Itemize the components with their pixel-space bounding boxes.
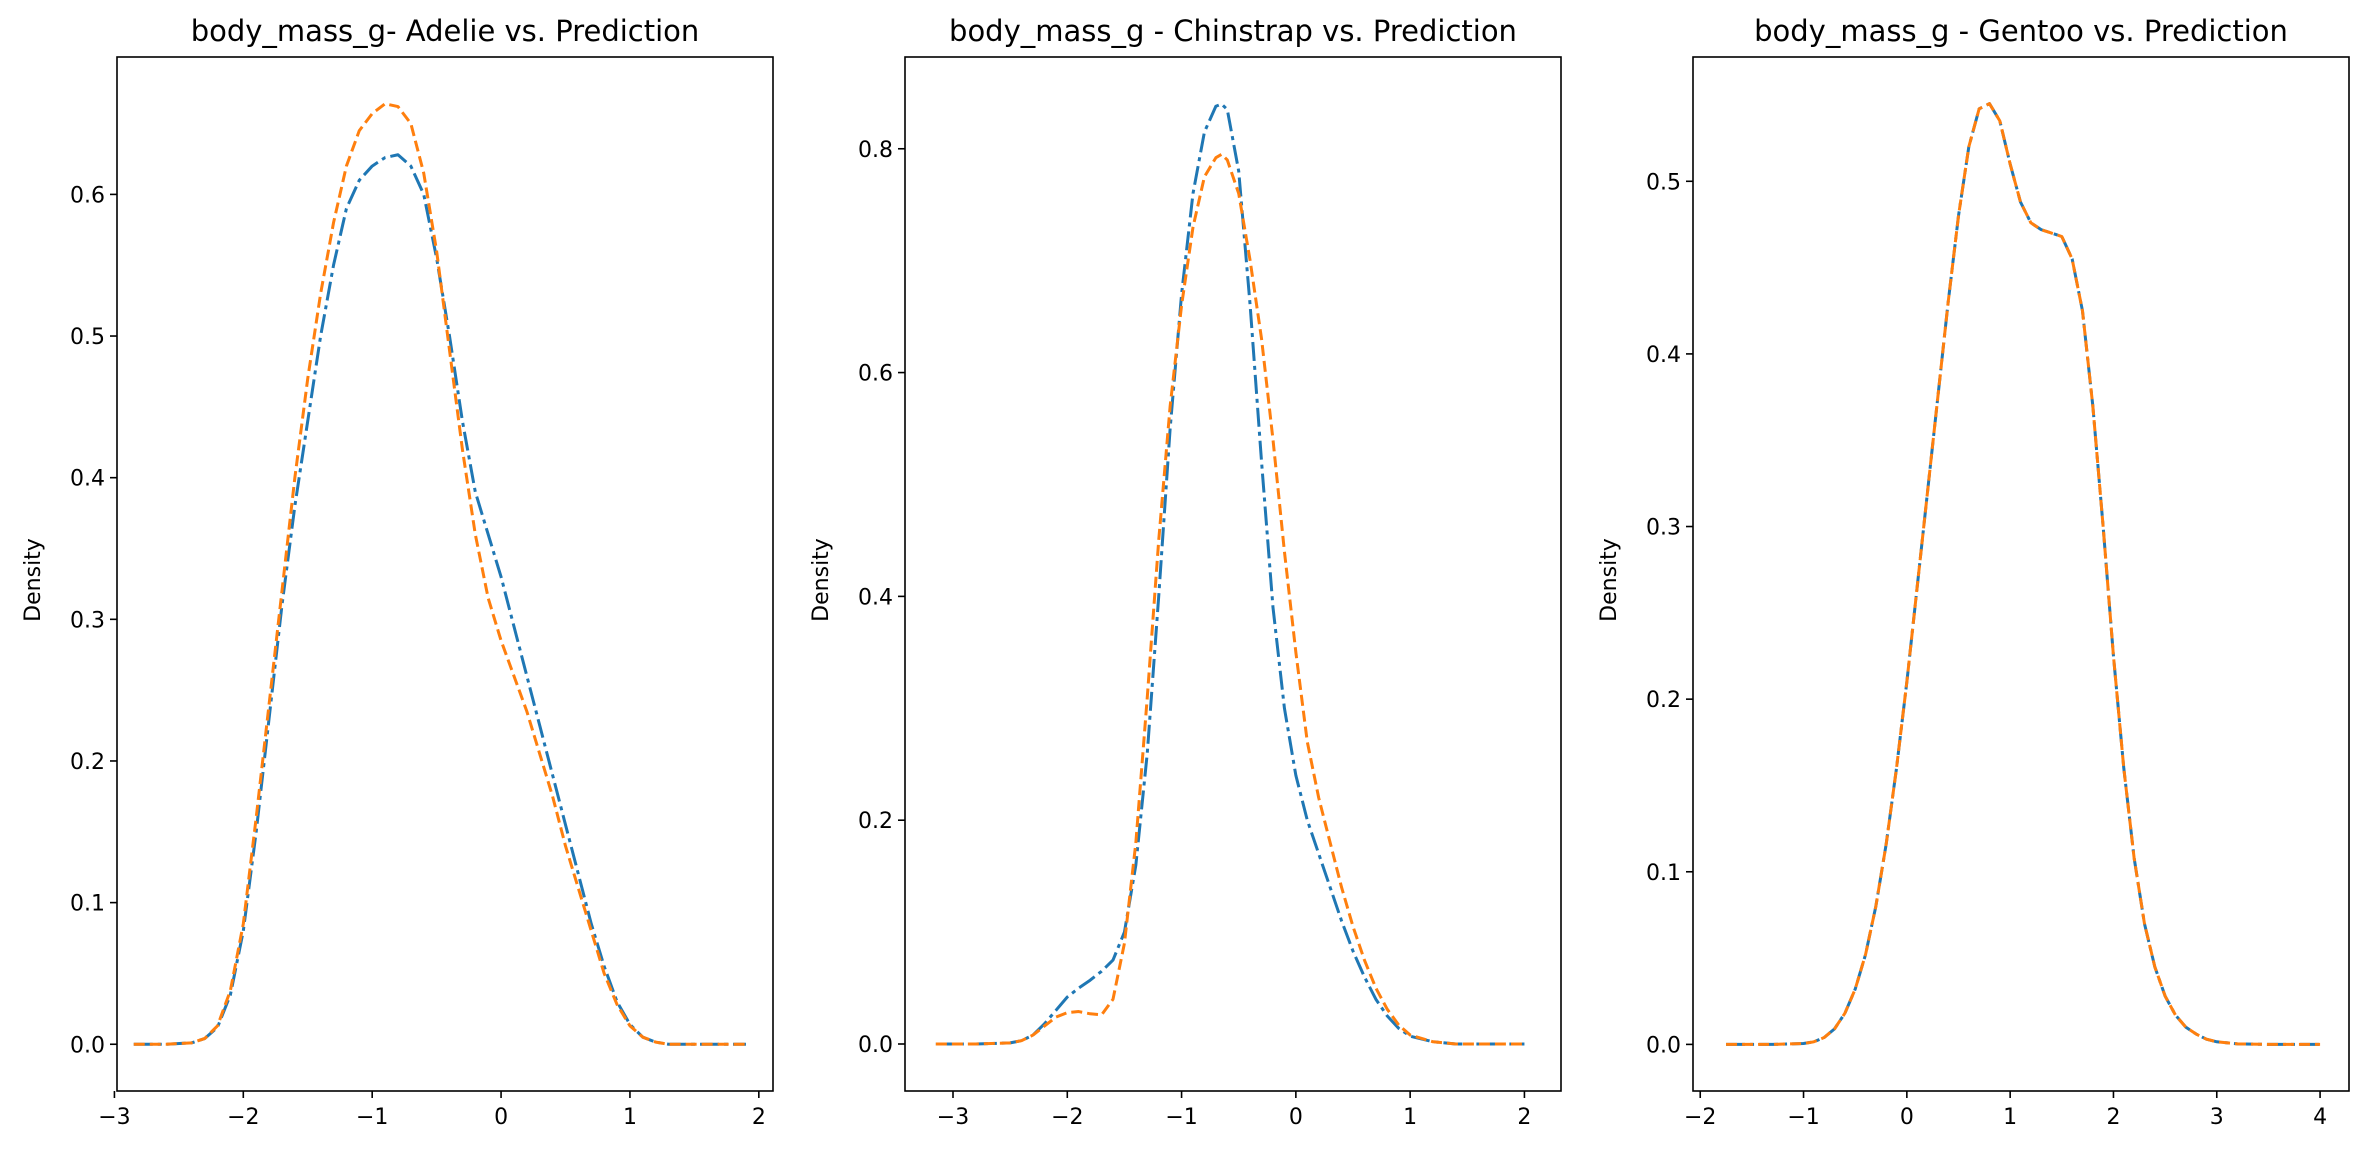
y-tick-label: 0.2 <box>1646 688 1681 713</box>
series-line-prediction <box>133 102 746 1046</box>
x-tick-label: 2 <box>2106 1105 2120 1130</box>
panel-chinstrap: body_mass_g - Chinstrap vs. Prediction D… <box>809 14 1562 1130</box>
y-axis-label: Density <box>809 538 834 622</box>
y-tick-label: 0.3 <box>70 608 105 633</box>
y-tick-label: 0.4 <box>858 585 893 610</box>
y-tick-label: 0.2 <box>858 809 893 834</box>
y-tick-label: 0.0 <box>1646 1033 1681 1058</box>
x-tick-label: 0 <box>1289 1105 1303 1130</box>
panel-adelie: body_mass_g- Adelie vs. Prediction Densi… <box>21 14 774 1130</box>
y-tick-label: 0.0 <box>70 1033 105 1058</box>
panel-gentoo: body_mass_g - Gentoo vs. Prediction Dens… <box>1597 14 2350 1130</box>
x-tick-label: −1 <box>356 1105 388 1130</box>
x-tick-label: 1 <box>623 1105 637 1130</box>
y-tick-label: 0.5 <box>1646 170 1681 195</box>
x-tick-label: −2 <box>1051 1105 1083 1130</box>
y-tick-label: 0.2 <box>70 750 105 775</box>
y-tick-label: 0.1 <box>70 892 105 917</box>
y-tick-label: 0.4 <box>1646 343 1681 368</box>
x-tick-label: 3 <box>2210 1105 2224 1130</box>
series-line-actual <box>935 102 1525 1046</box>
y-tick-label: 0.1 <box>1646 861 1681 886</box>
y-tick-label: 0.8 <box>858 138 893 163</box>
x-tick-label: −2 <box>1684 1105 1716 1130</box>
x-tick-label: −1 <box>1165 1105 1197 1130</box>
y-tick-label: 0.6 <box>858 362 893 387</box>
plot-frame <box>1692 56 2350 1092</box>
x-tick-label: 2 <box>752 1105 766 1130</box>
plot-frame <box>904 56 1562 1092</box>
series-line-actual <box>133 153 746 1046</box>
plot-frame <box>116 56 774 1092</box>
x-tick-label: −1 <box>1787 1105 1819 1130</box>
y-axis-label: Density <box>1597 538 1622 622</box>
x-tick-label: 0 <box>1900 1105 1914 1130</box>
y-tick-label: 0.5 <box>70 325 105 350</box>
y-tick-label: 0.6 <box>70 183 105 208</box>
x-tick-label: 1 <box>2003 1105 2017 1130</box>
y-tick-label: 0.3 <box>1646 516 1681 541</box>
chart-title: body_mass_g- Adelie vs. Prediction <box>191 14 700 48</box>
series-line-prediction <box>1726 102 2321 1046</box>
y-tick-label: 0.4 <box>70 467 105 492</box>
x-tick-label: −2 <box>227 1105 259 1130</box>
y-tick-label: 0.0 <box>858 1033 893 1058</box>
chart-title: body_mass_g - Gentoo vs. Prediction <box>1754 14 2288 48</box>
x-tick-label: 2 <box>1517 1105 1531 1130</box>
x-tick-label: 4 <box>2313 1105 2327 1130</box>
chart-title: body_mass_g - Chinstrap vs. Prediction <box>949 14 1517 48</box>
x-tick-label: −3 <box>937 1105 969 1130</box>
x-tick-label: −3 <box>98 1105 130 1130</box>
y-axis-label: Density <box>21 538 46 622</box>
series-line-prediction <box>935 152 1525 1046</box>
x-tick-label: 0 <box>494 1105 508 1130</box>
x-tick-label: 1 <box>1403 1105 1417 1130</box>
series-line-actual <box>1726 102 2321 1046</box>
